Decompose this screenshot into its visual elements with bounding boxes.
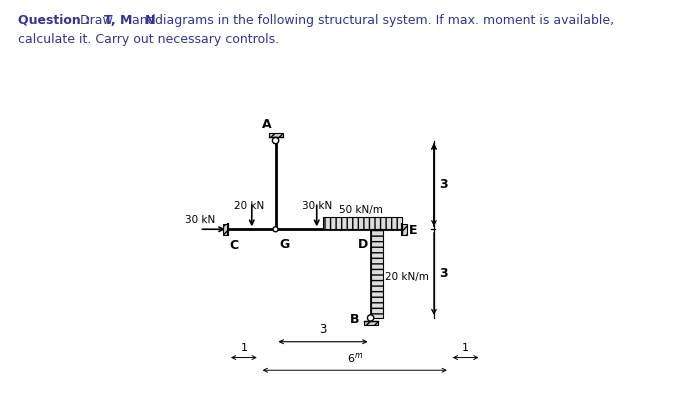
Text: 3: 3 (319, 323, 327, 336)
Text: 3: 3 (440, 267, 448, 280)
Text: A: A (262, 118, 272, 131)
Circle shape (273, 227, 278, 232)
Text: 20 kN: 20 kN (234, 201, 265, 212)
Text: B: B (350, 313, 360, 326)
Circle shape (272, 138, 279, 144)
Text: Draw: Draw (80, 14, 118, 27)
Text: T, M: T, M (104, 14, 132, 27)
Text: N: N (145, 14, 155, 27)
Text: 6$^m$: 6$^m$ (346, 351, 363, 366)
Polygon shape (269, 133, 283, 138)
Polygon shape (323, 217, 402, 229)
Text: diagrams in the following structural system. If max. moment is available,: diagrams in the following structural sys… (151, 14, 615, 27)
Text: E: E (410, 224, 418, 237)
Text: 20 kN/m: 20 kN/m (385, 272, 429, 282)
Polygon shape (402, 223, 407, 235)
Text: 30 kN: 30 kN (302, 201, 332, 212)
Text: 50 kN/m: 50 kN/m (339, 204, 383, 215)
Text: and: and (128, 14, 160, 27)
Text: calculate it. Carry out necessary controls.: calculate it. Carry out necessary contro… (18, 33, 279, 46)
Text: 1: 1 (462, 343, 469, 353)
Text: 1: 1 (240, 343, 247, 353)
Text: G: G (279, 238, 290, 251)
Text: 30 kN: 30 kN (186, 216, 216, 225)
Text: D: D (358, 238, 368, 251)
Text: Question :: Question : (18, 14, 94, 27)
Text: 3: 3 (440, 178, 448, 191)
Polygon shape (370, 229, 383, 318)
Polygon shape (363, 321, 377, 325)
Circle shape (368, 315, 374, 321)
Polygon shape (223, 223, 228, 235)
Text: C: C (230, 239, 239, 252)
